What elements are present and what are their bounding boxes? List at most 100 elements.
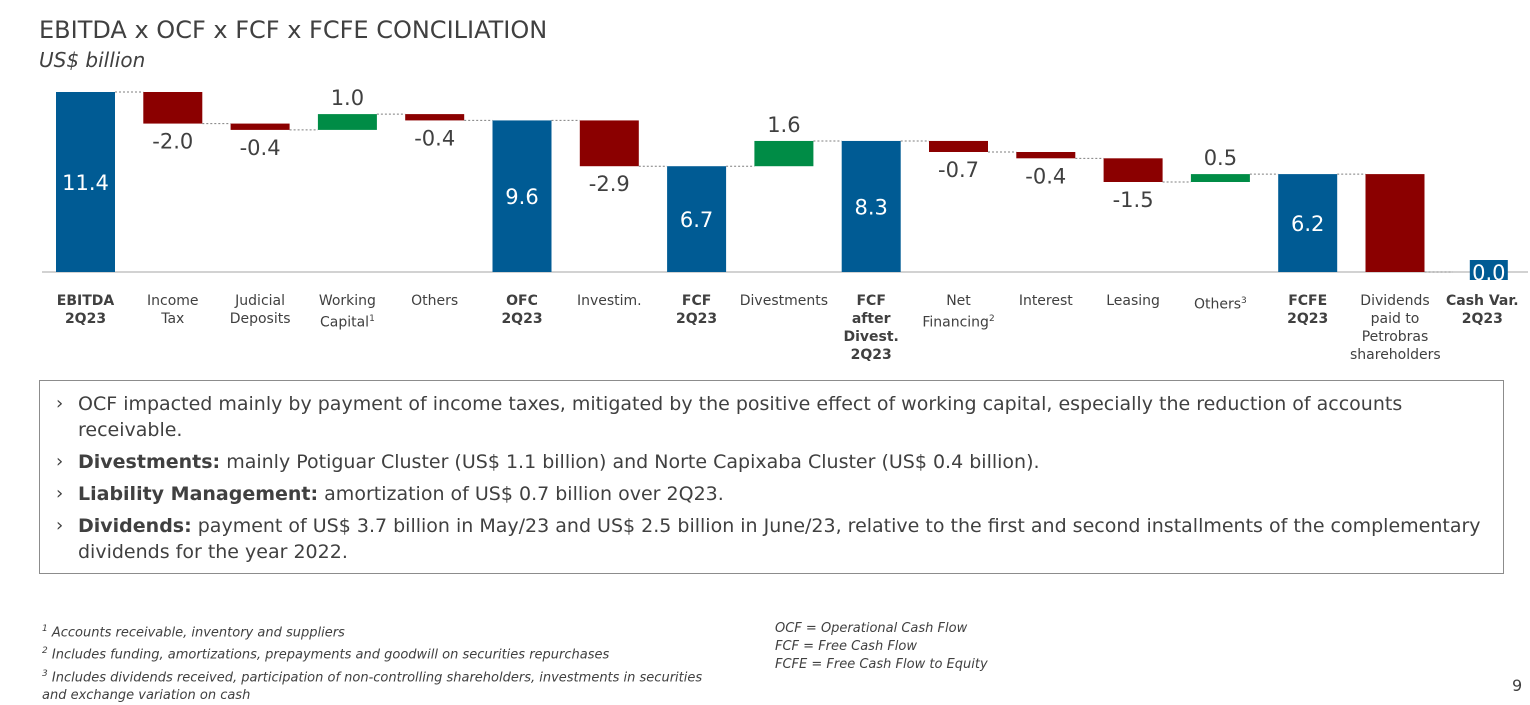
page-title: EBITDA x OCF x FCF x FCFE CONCILIATION xyxy=(39,16,548,44)
data-label-10: -0.7 xyxy=(938,158,979,182)
zero-label-box xyxy=(1469,260,1508,280)
category-label-line: Net xyxy=(946,293,971,309)
category-label-line: 2Q23 xyxy=(1461,311,1503,327)
chevron-right-icon: › xyxy=(56,451,64,472)
page-subtitle: US$ billion xyxy=(39,48,146,72)
bar-7 xyxy=(667,166,727,272)
footnote-mark: 1 xyxy=(369,314,375,324)
bar-3 xyxy=(317,114,377,130)
bar-13 xyxy=(1190,174,1250,182)
category-label-line: Deposits xyxy=(229,311,291,327)
category-label-line: Tax xyxy=(161,311,185,327)
data-label-5: 9.6 xyxy=(505,185,538,209)
data-label-6: -2.9 xyxy=(589,172,630,196)
category-label-9: FCF after Divest. 2Q23 xyxy=(826,292,916,364)
bar-0 xyxy=(56,92,115,272)
category-label-line: shareholders xyxy=(1350,347,1441,363)
data-label-2: -0.4 xyxy=(240,136,281,160)
category-label-2: Judicial Deposits xyxy=(215,292,305,328)
footnote-text: Includes dividends received, participati… xyxy=(42,669,703,703)
category-label-line: 2Q23 xyxy=(501,311,543,327)
category-label-line: Capital xyxy=(319,314,370,331)
category-label-line: Cash Var. xyxy=(1445,293,1519,309)
bar-11 xyxy=(1016,152,1076,159)
footnote-item: 2 Includes funding, amortizations, prepa… xyxy=(42,642,722,664)
footnote-mark: 2 xyxy=(42,646,48,657)
category-label-line: paid to xyxy=(1370,311,1420,327)
data-label-13: 0.5 xyxy=(1204,146,1237,170)
category-label-line: Dividends xyxy=(1360,293,1430,309)
category-label-line: FCF xyxy=(681,293,712,309)
category-label-12: Leasing xyxy=(1088,292,1178,310)
legend-item: FCFE = Free Cash Flow to Equity xyxy=(775,657,988,672)
bar-12 xyxy=(1103,158,1163,182)
data-label-3: 1.0 xyxy=(331,86,364,110)
data-label-7: 6.7 xyxy=(680,208,713,232)
category-label-13: Others3 xyxy=(1175,292,1265,314)
category-label-line: 2Q23 xyxy=(64,311,107,327)
data-label-9: 8.3 xyxy=(854,195,887,219)
category-label-line: Working xyxy=(318,293,376,309)
category-label-line: EBITDA xyxy=(56,293,115,309)
category-label-3: Working Capital1 xyxy=(302,292,392,332)
category-label-line: Judicial xyxy=(235,293,286,309)
category-label-1: Income Tax xyxy=(128,292,218,328)
category-label-line: Divestments xyxy=(739,293,829,309)
notes-list: › OCF impacted mainly by payment of incom… xyxy=(56,391,1487,565)
data-label-16: 0.0 xyxy=(1472,261,1505,280)
category-label-6: Investim. xyxy=(564,292,654,310)
footnote-text: Accounts receivable, inventory and suppl… xyxy=(47,625,345,641)
note-item: › Divestments: mainly Potiguar Cluster (U… xyxy=(56,449,1487,475)
category-label-11: Interest xyxy=(1001,292,1091,310)
bar-2 xyxy=(230,123,290,130)
data-label-0: 11.4 xyxy=(62,171,109,195)
bar-14 xyxy=(1278,174,1338,272)
legend-item: OCF = Operational Cash Flow xyxy=(775,621,968,636)
category-label-line: FCF xyxy=(856,293,886,309)
category-label-line: Leasing xyxy=(1106,293,1160,309)
category-label-line: Interest xyxy=(1018,293,1073,309)
category-label-line: after xyxy=(851,311,891,327)
footnote-mark: 3 xyxy=(1241,296,1247,306)
bar-1 xyxy=(143,92,203,124)
footnote-mark: 3 xyxy=(42,668,48,679)
data-label-8: 1.6 xyxy=(767,113,800,137)
category-label-line: Petrobras xyxy=(1361,329,1429,345)
chevron-right-icon: › xyxy=(56,393,64,414)
category-label-line: Others xyxy=(411,293,459,309)
abbreviation-legend: OCF = Operational Cash Flow FCF = Free Ca… xyxy=(775,620,988,674)
category-label-8: Divestments xyxy=(739,292,829,310)
note-item: › Liability Management: amortization of U… xyxy=(56,481,1487,507)
category-label-line: Income xyxy=(147,293,199,309)
footnote-mark: 1 xyxy=(42,624,48,634)
category-label-4: Others xyxy=(390,292,480,310)
chevron-right-icon: › xyxy=(56,515,64,536)
chevron-right-icon: › xyxy=(56,483,64,504)
note-text: mainly Potiguar Cluster (US$ 1.1 billion… xyxy=(220,451,1040,473)
category-label-line: FCFE xyxy=(1288,293,1328,309)
category-label-5: OFC 2Q23 xyxy=(477,292,567,328)
footnote-item: 3 Includes dividends received, participa… xyxy=(42,665,722,705)
category-label-14: FCFE 2Q23 xyxy=(1263,292,1353,328)
footnote-item: 1 Accounts receivable, inventory and sup… xyxy=(42,620,722,642)
bar-9 xyxy=(841,140,901,272)
footnote-mark: 2 xyxy=(988,314,995,324)
waterfall-chart: 11.4 -2.0 -0.4 1.0 -0.4 9.6 -2.9 6.7 1.6 8.3 -0.7 -… xyxy=(42,86,1528,280)
category-label-7: FCF 2Q23 xyxy=(652,292,742,328)
data-label-1: -2.0 xyxy=(152,130,193,154)
footnotes: 1 Accounts receivable, inventory and sup… xyxy=(42,620,722,705)
category-label-line: 2Q23 xyxy=(850,347,892,363)
note-heading: Dividends: xyxy=(78,515,192,537)
bar-8 xyxy=(754,140,814,167)
category-label-line: OFC xyxy=(506,293,538,309)
category-label-line: Divest. xyxy=(843,329,899,345)
category-label-line: 2Q23 xyxy=(1287,311,1329,327)
category-label-line: Others xyxy=(1194,296,1242,313)
footnote-text: Includes funding, amortizations, prepaym… xyxy=(47,647,610,663)
category-label-0: EBITDA 2Q23 xyxy=(41,292,131,328)
note-item: › Dividends: payment of US$ 3.7 billion i… xyxy=(56,513,1487,565)
category-label-line: Financing xyxy=(922,314,989,331)
page-number: 9 xyxy=(1512,676,1523,695)
data-label-4: -0.4 xyxy=(414,126,455,150)
bar-15 xyxy=(1365,174,1425,272)
